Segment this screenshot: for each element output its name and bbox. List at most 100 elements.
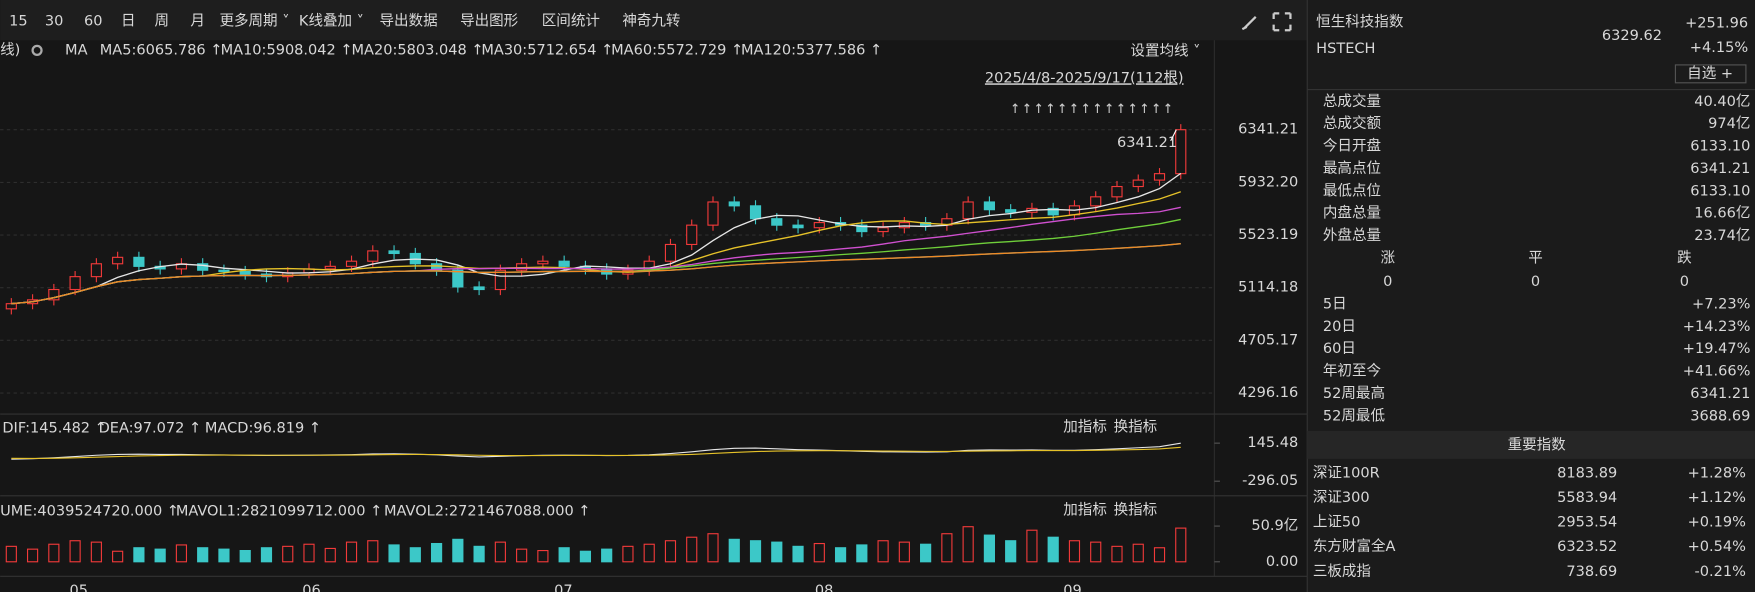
candle [388,250,400,255]
volume-bar [388,544,400,563]
candle [877,227,889,233]
toolbar-item[interactable]: 导出图形 [460,12,519,29]
stat-value: 23.74亿 [1694,227,1750,244]
volume-bar [69,540,81,563]
volume-bar [643,543,655,563]
volume-bar [1175,527,1187,563]
y-tick-label: 4296.16 [1238,385,1298,401]
candle [5,303,17,310]
stat-value: 974亿 [1708,115,1750,132]
candle [1111,185,1123,198]
swap-indicator[interactable]: 换指标 [1114,501,1158,518]
ma-settings[interactable]: 设置均线 ˅ [1130,42,1200,59]
volume-bar [112,550,124,563]
candle [345,260,358,267]
volume-bar [601,548,613,563]
volume-bar [218,548,230,563]
watch-button[interactable] [1674,64,1747,84]
candle [771,218,783,226]
volume-bar [898,541,910,563]
period-label: 20日 [1323,319,1356,335]
watch-label[interactable]: 自选 + [1687,65,1733,82]
indices-header [1307,430,1755,459]
stat-value: 6133.10 [1690,139,1750,155]
volume-bar [516,548,528,563]
volume-bar [452,538,464,563]
toolbar-item[interactable]: 30 [45,13,64,29]
candle [1005,209,1017,213]
toolbar-item[interactable]: 周 [155,12,170,29]
x-tick-label: 08 [815,583,834,592]
toolbar-item[interactable]: 月 [190,13,205,29]
toolbar-item[interactable]: K线叠加 ˅ [299,12,364,29]
index-row-name[interactable]: 深证100R [1313,464,1380,481]
period-value: +14.23% [1683,319,1751,335]
toolbar-item[interactable]: 神奇九转 [622,12,680,29]
index-row-pct: +1.12% [1688,490,1746,506]
volume-legend: MAVOL1:2821099712.000 ↑ [176,503,383,519]
volume-bar [686,536,698,563]
breadth-value: 0 [1383,274,1392,290]
volume-bar [5,545,17,563]
gear-icon[interactable] [31,44,43,56]
volume-bar [1005,540,1017,563]
signal-mark [1024,103,1030,114]
index-row-pct: +1.28% [1688,465,1746,481]
volume-bar [622,545,634,563]
y-tick-label: 145.48 [1247,435,1298,451]
toolbar-item[interactable]: 更多周期 ˅ [219,12,289,29]
toolbar-item[interactable]: 15 [9,13,28,29]
dea-line [11,446,1181,459]
ma-legend: MA30:5712.654 ↑ [481,42,613,58]
candle [707,201,719,226]
signal-mark [1106,103,1112,114]
stat-label: 内盘总量 [1323,204,1381,222]
candle [69,276,81,291]
add-indicator[interactable]: 加指标 [1063,418,1107,435]
candle [749,205,762,220]
toolbar-item[interactable]: 60 [84,13,103,29]
volume-bar [473,545,485,563]
toolbar-item[interactable]: 区间统计 [542,12,600,29]
fullscreen-icon[interactable] [1272,12,1292,32]
volume-bar [90,541,102,563]
candle [664,243,677,262]
candle [558,260,570,267]
volume-legend: MAVOL2:2721467088.000 ↑ [384,503,591,519]
volume-bar [1047,536,1059,563]
swap-indicator[interactable]: 换指标 [1114,418,1158,435]
period-label: 5日 [1323,296,1347,312]
x-tick-label: 09 [1063,583,1082,592]
add-indicator[interactable]: 加指标 [1063,501,1107,518]
index-row-value: 8183.89 [1557,465,1617,481]
signal-mark [1094,103,1101,114]
toolbar-item[interactable]: 日 [121,13,136,29]
price: 6329.62 [1602,28,1662,44]
ma-legend: MA60:5572.729 ↑ [611,42,743,58]
volume-bar [1111,545,1123,563]
index-row-name[interactable]: 东方财富全A [1313,537,1396,555]
signal-mark [1059,103,1065,114]
signal-mark [1036,103,1042,114]
draw-icon[interactable] [1241,15,1257,31]
ma-line [11,172,1182,305]
stat-value: 6341.21 [1690,161,1750,177]
volume-bar [920,543,932,563]
index-name: 恒生科技指数 [1316,13,1404,30]
index-row-name[interactable]: 上证50 [1313,514,1361,531]
stat-value: 40.40亿 [1694,93,1750,110]
ma-legend: MA20:5803.048 ↑ [352,42,484,58]
breadth-label: 平 [1528,251,1543,267]
index-row-name[interactable]: 深证300 [1313,489,1370,506]
breadth-label: 涨 [1381,250,1396,267]
volume-bar [494,541,506,563]
signal-mark [1153,103,1159,114]
candle [239,270,251,275]
candle [898,222,910,229]
index-row-name[interactable]: 三板成指 [1313,562,1371,580]
volume-bar [324,547,336,563]
signal-mark [1071,103,1077,114]
toolbar-item[interactable]: 导出数据 [380,12,438,29]
period-label: 52周最低 [1323,407,1386,424]
candle [494,269,506,291]
